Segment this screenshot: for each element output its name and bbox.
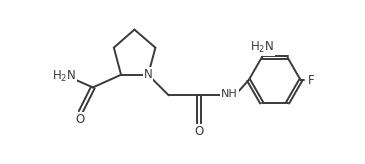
Text: NH: NH (221, 89, 238, 99)
Text: H$_2$N: H$_2$N (52, 69, 76, 84)
Text: H$_2$N: H$_2$N (250, 40, 274, 55)
Text: N: N (144, 68, 153, 81)
Text: O: O (75, 113, 84, 126)
Text: O: O (194, 125, 203, 138)
Text: F: F (307, 74, 314, 87)
